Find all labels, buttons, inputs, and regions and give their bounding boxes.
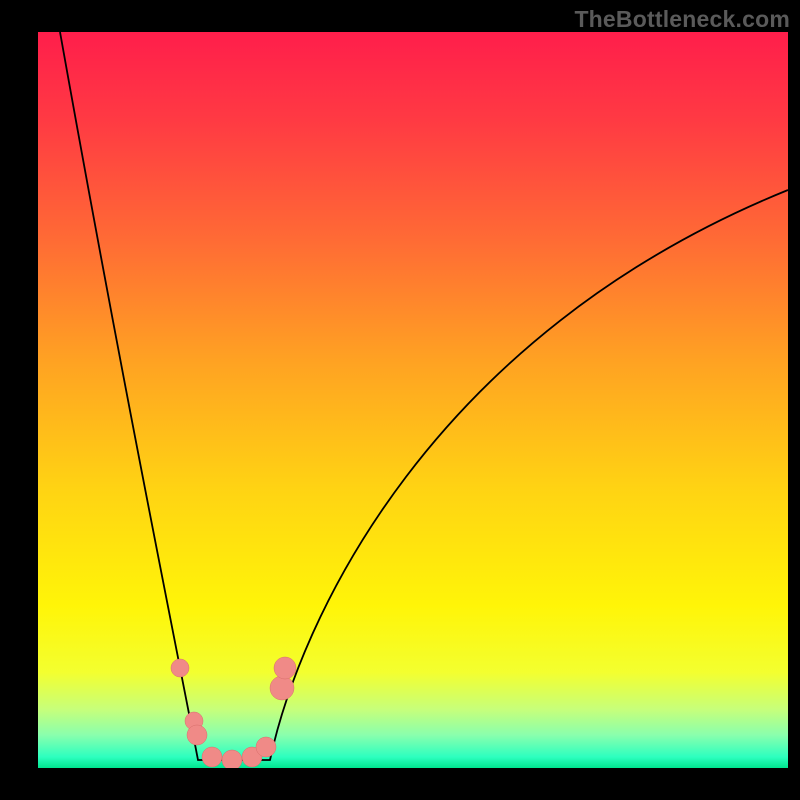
data-marker [187,725,207,745]
bottleneck-chart [0,0,800,800]
data-marker [222,750,242,770]
data-marker [171,659,189,677]
data-marker [274,657,296,679]
data-marker [270,676,294,700]
data-marker [256,737,276,757]
data-marker [202,747,222,767]
chart-stage: TheBottleneck.com [0,0,800,800]
watermark-text: TheBottleneck.com [574,6,790,33]
plot-area [38,32,788,768]
